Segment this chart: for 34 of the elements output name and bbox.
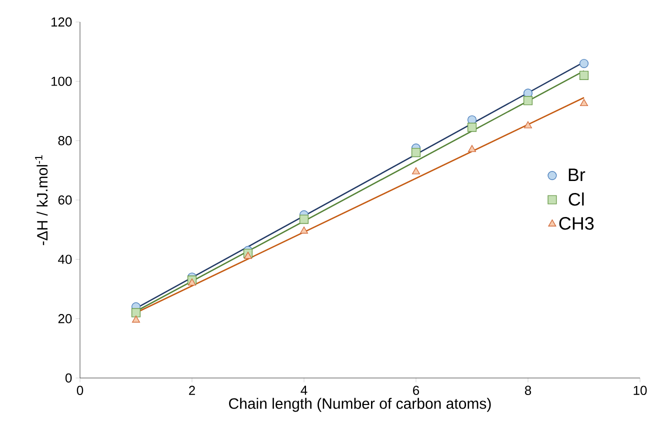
point: [579, 58, 589, 68]
point: [467, 115, 477, 124]
point: [300, 226, 308, 234]
y-tick-label: 60: [58, 195, 72, 205]
point: [132, 316, 140, 323]
point: [579, 70, 589, 80]
x-tick-label: 2: [189, 386, 195, 395]
point: [244, 252, 252, 259]
point: [524, 121, 532, 128]
x-tick-label: 4: [300, 386, 308, 395]
x-tick-label: 8: [524, 386, 532, 396]
x-tick-label: 10: [634, 386, 647, 396]
y-tick-label: 80: [58, 136, 72, 146]
y-tick-label: 40: [58, 254, 72, 264]
y-tick-label: 100: [52, 76, 72, 86]
legend-label: Cl: [568, 192, 584, 206]
y-tick-label: 0: [65, 373, 72, 383]
point: [188, 278, 196, 286]
point: [580, 99, 588, 106]
legend-label: CH3: [559, 217, 594, 230]
point: [412, 167, 420, 174]
y-axis-title: -ΔH / kJ.mol$^{-1}$: [35, 155, 48, 246]
point: [131, 308, 141, 318]
point: [467, 122, 477, 132]
y-tick-label: 20: [58, 314, 72, 324]
y-tick-label: 120: [52, 17, 72, 27]
point: [411, 148, 421, 158]
point: [299, 214, 309, 224]
x-axis-title: Chain length (Number of carbon atoms): [229, 398, 491, 412]
point: [468, 145, 476, 152]
point: [523, 96, 533, 106]
x-tick-label: 0: [76, 386, 84, 396]
legend-label: Br: [568, 168, 586, 181]
x-tick-label: 6: [413, 386, 420, 396]
